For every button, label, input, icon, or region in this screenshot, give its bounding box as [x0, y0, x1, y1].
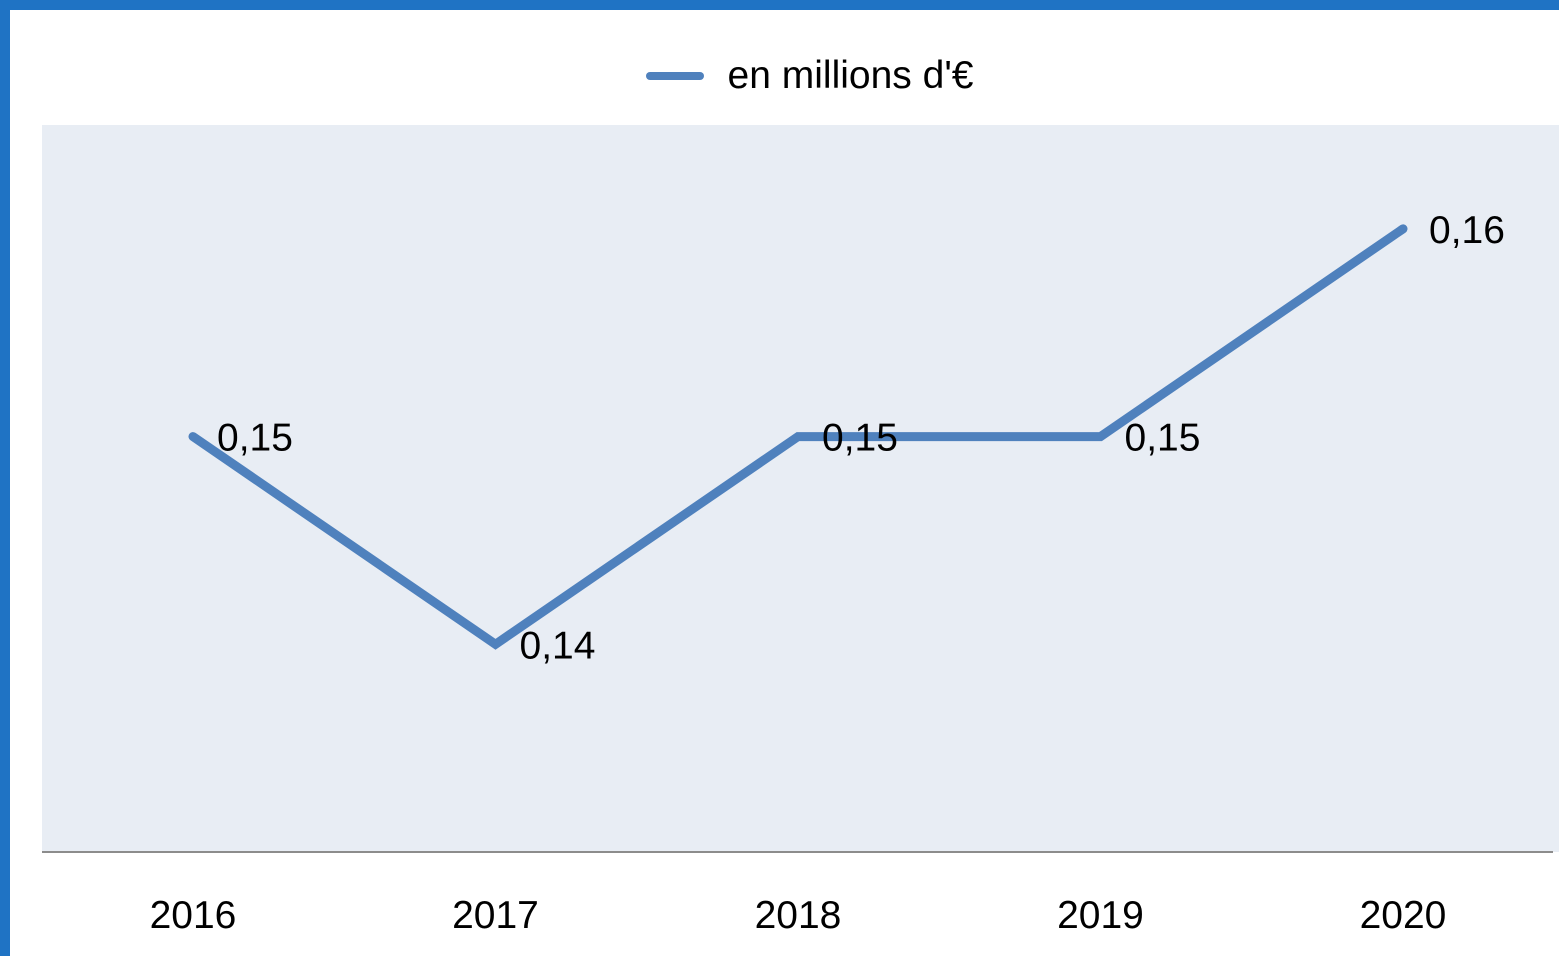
x-tick-label: 2019	[1057, 894, 1144, 937]
series-line	[188, 224, 1408, 650]
data-label: 0,15	[217, 417, 293, 460]
x-tick-label: 2016	[150, 894, 237, 937]
x-axis-ticks: 2016 2017 2018 2019 2020	[150, 894, 1447, 937]
data-label: 0,15	[822, 417, 898, 460]
series-layer	[188, 224, 1408, 650]
legend-label: en millions d'€	[727, 54, 974, 97]
plot-area	[42, 125, 1559, 852]
x-tick-label: 2017	[452, 894, 539, 937]
data-label: 0,14	[520, 624, 596, 667]
legend-item: en millions d'€	[645, 54, 974, 98]
x-tick-label: 2018	[755, 894, 842, 937]
data-label-layer: 0,15 0,14 0,15 0,15 0,16	[217, 209, 1505, 667]
data-label: 0,16	[1429, 209, 1505, 252]
legend: en millions d'€	[10, 50, 1559, 102]
data-label: 0,15	[1125, 417, 1201, 460]
legend-swatch	[645, 72, 704, 80]
x-tick-label: 2020	[1360, 894, 1447, 937]
